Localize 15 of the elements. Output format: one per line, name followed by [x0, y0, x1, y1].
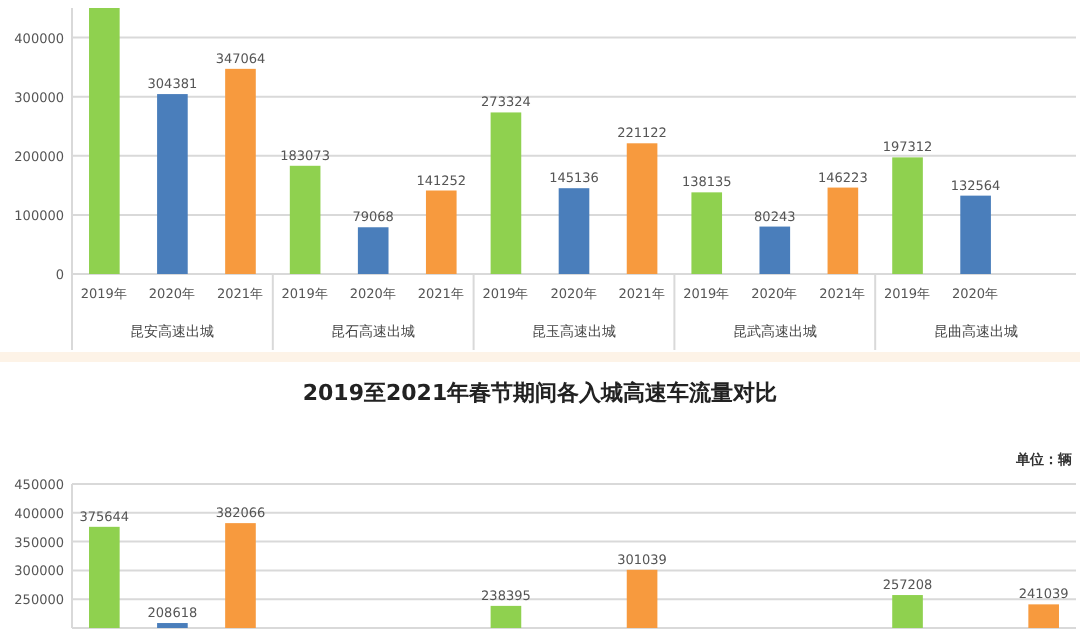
bar [425, 190, 457, 274]
bar [357, 227, 389, 274]
bar [892, 157, 923, 274]
bar [827, 187, 859, 274]
chart-title: 2019至2021年春节期间各入城高速车流量对比 [302, 380, 778, 406]
bar [157, 94, 188, 274]
bar [225, 68, 256, 274]
bar [960, 195, 991, 274]
bar [691, 192, 723, 274]
bar [759, 226, 791, 274]
bar [490, 112, 522, 274]
bar [558, 188, 590, 274]
bar [89, 8, 120, 274]
bar [289, 165, 321, 274]
bar [626, 143, 658, 274]
